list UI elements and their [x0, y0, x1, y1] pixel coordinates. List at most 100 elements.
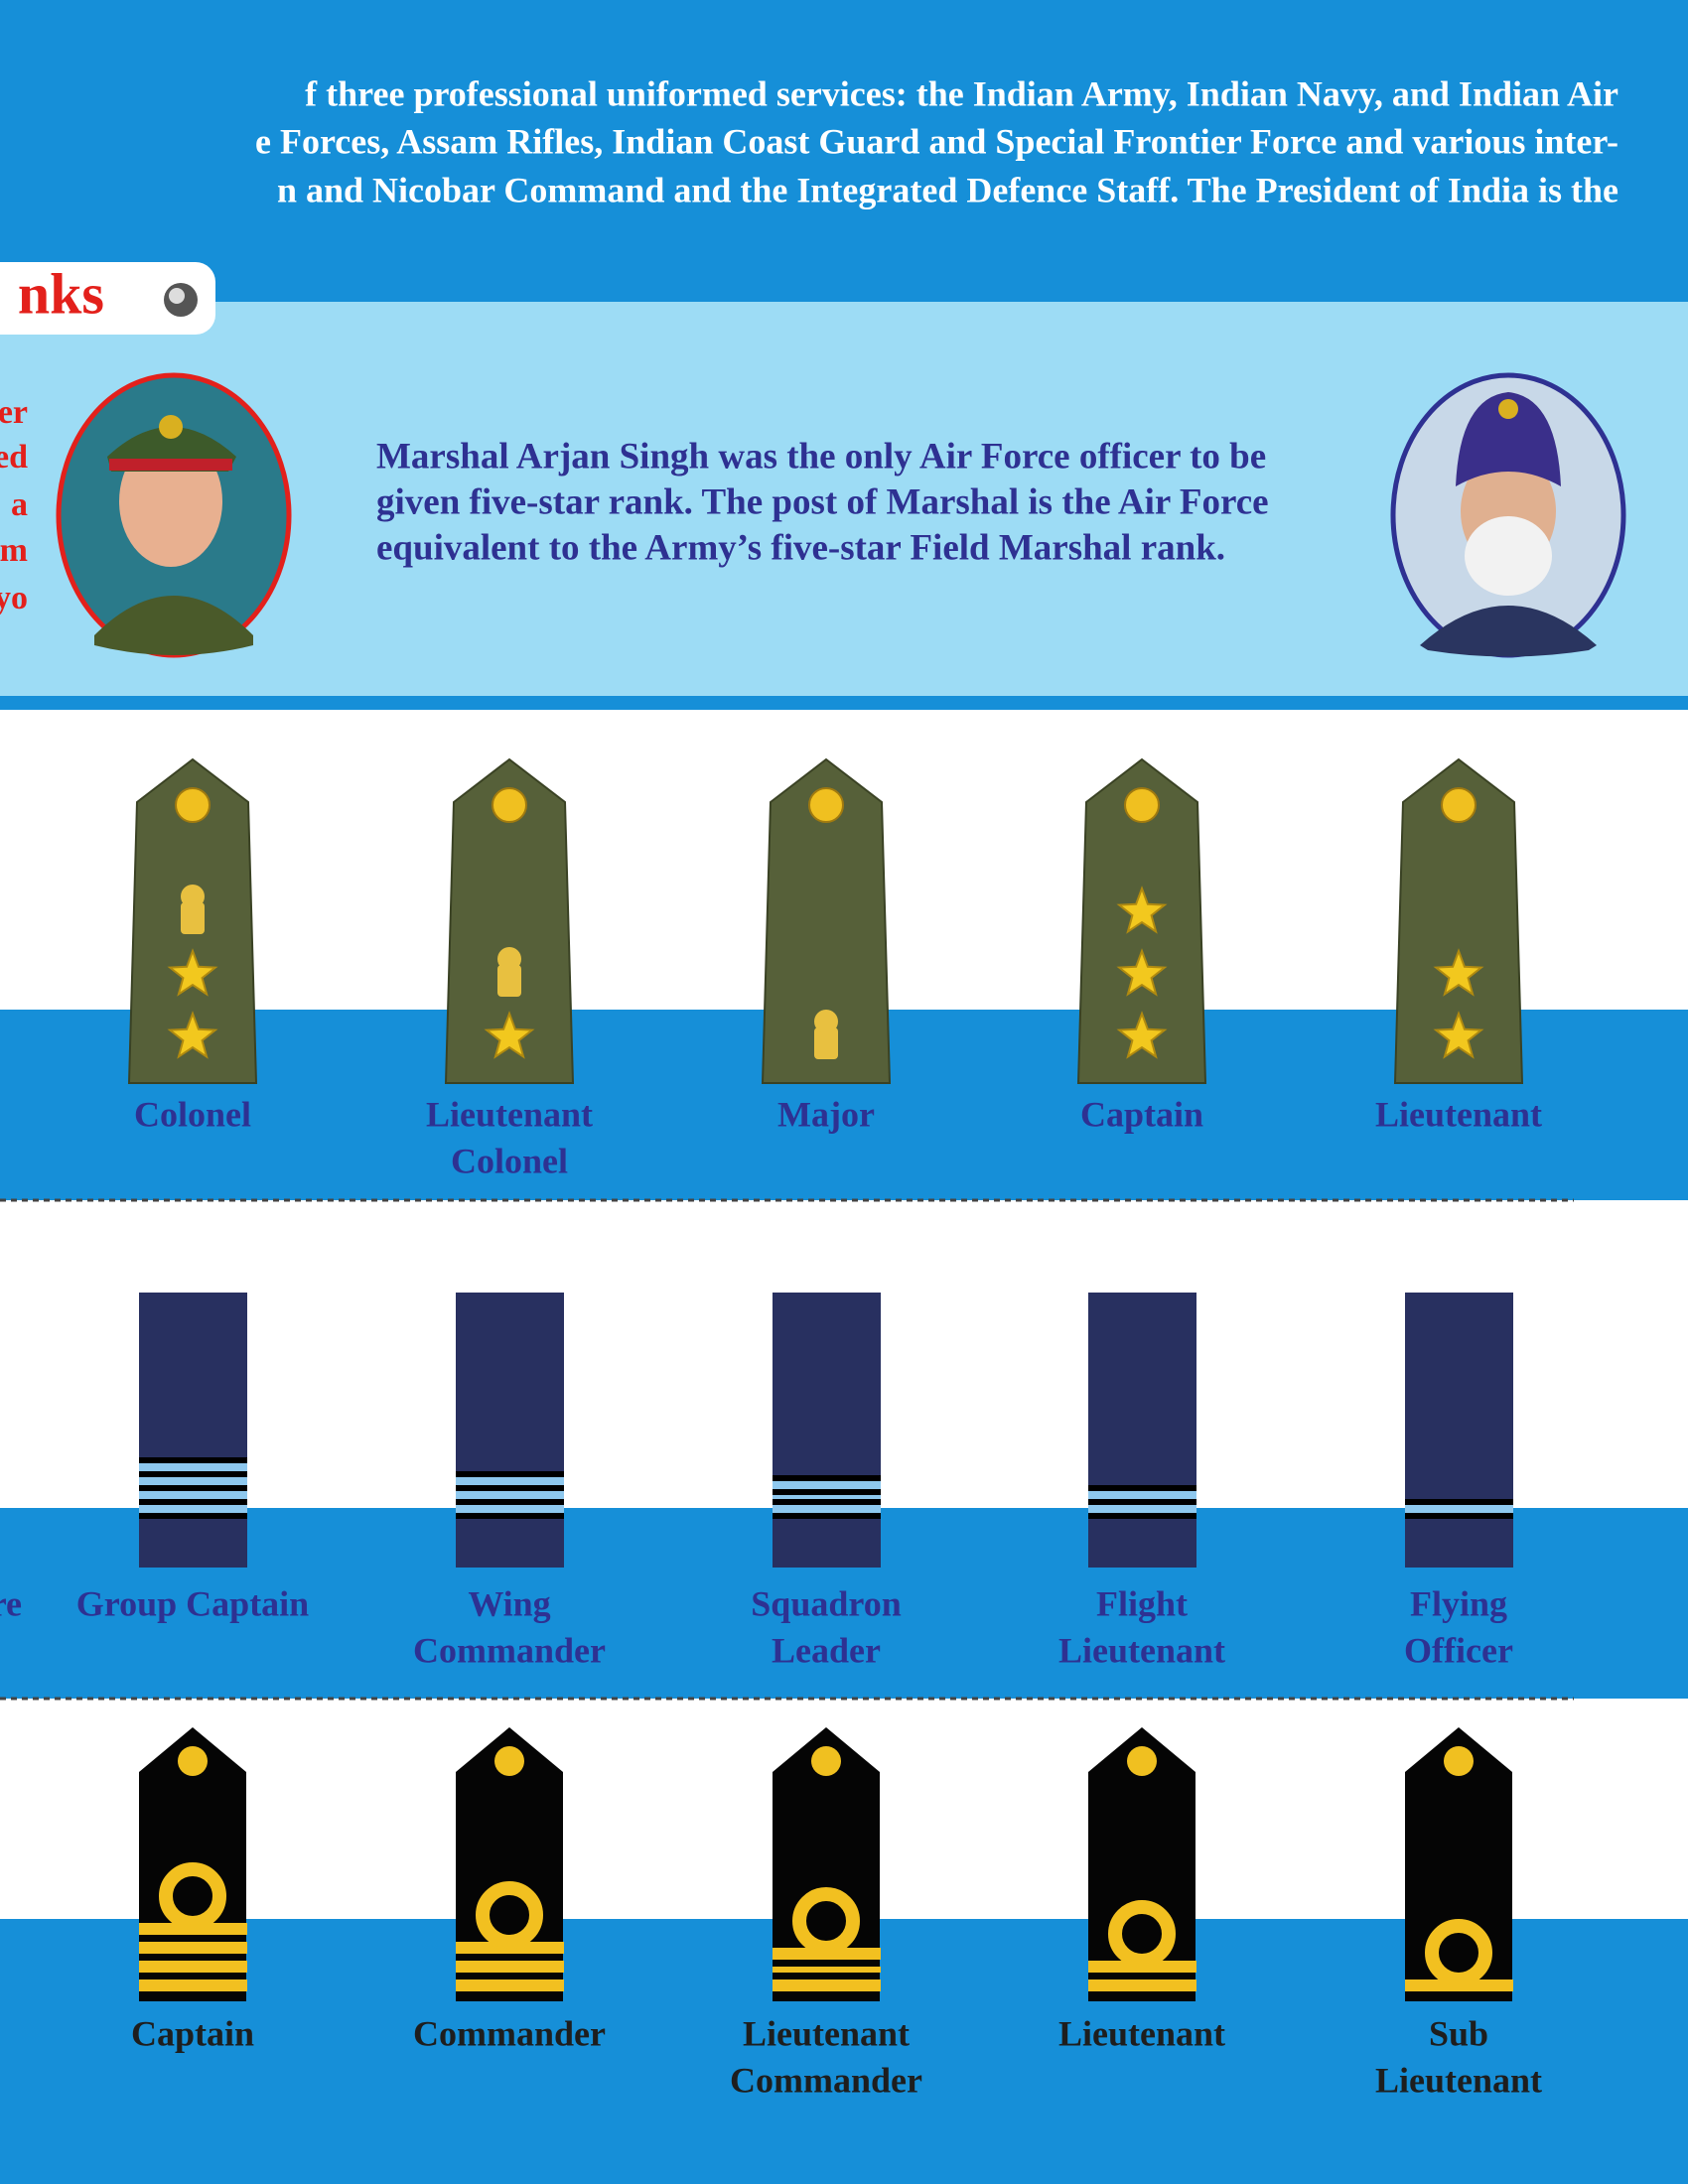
rank-label: Lieutenant — [1375, 2060, 1542, 2100]
gold-loop — [792, 1887, 860, 1955]
rank-label: Lieutenant — [743, 2013, 910, 2053]
stripe-dark — [456, 1499, 564, 1505]
rank-label: Commander — [730, 2060, 922, 2100]
marshal-note: equivalent to the Army’s five-star Field… — [376, 527, 1225, 568]
header-band — [0, 0, 1688, 302]
note-fragment: a — [11, 486, 28, 523]
star — [1116, 948, 1168, 997]
rank-label: Lieutenant — [1375, 1094, 1542, 1134]
gold-loop — [159, 1862, 226, 1930]
gold-stripe — [456, 1979, 564, 1991]
stripe-dark — [139, 1513, 247, 1519]
note-fragment: yo — [0, 580, 28, 616]
star — [1116, 886, 1168, 934]
stripe-light — [773, 1495, 881, 1499]
stripe-light — [139, 1463, 247, 1471]
button — [1124, 787, 1160, 823]
rank-label: Wing — [468, 1583, 550, 1623]
gold-loop — [1425, 1919, 1492, 1986]
button — [811, 1746, 841, 1776]
rank-label: Leader — [772, 1630, 881, 1670]
emblem — [181, 902, 205, 934]
rank-label: Captain — [1080, 1094, 1203, 1134]
stripe-dark — [139, 1471, 247, 1477]
emblem — [181, 885, 205, 908]
gold-stripe — [773, 1979, 881, 1991]
rank-label: Sub — [1429, 2013, 1488, 2053]
rank-label: Lieutenant — [1058, 1630, 1225, 1670]
stripe-dark — [456, 1513, 564, 1519]
button — [175, 787, 211, 823]
button — [492, 787, 527, 823]
stripe-light — [139, 1477, 247, 1485]
gold-stripe — [773, 1967, 881, 1973]
rank-label: Colonel — [451, 1141, 568, 1180]
stripe-light — [1405, 1505, 1513, 1513]
button — [1444, 1746, 1474, 1776]
rank-label: Major — [777, 1094, 875, 1134]
gold-loop — [1108, 1900, 1176, 1968]
header-line: f three professional uniformed services:… — [305, 73, 1618, 113]
stripe-dark — [773, 1499, 881, 1505]
gold-stripe — [139, 1961, 247, 1973]
emblem — [814, 1027, 838, 1059]
stripe-light — [773, 1505, 881, 1513]
rank-label: Flying — [1410, 1583, 1507, 1623]
gold-stripe — [456, 1961, 564, 1973]
stripe-dark — [139, 1499, 247, 1505]
gold-stripe — [1088, 1979, 1196, 1991]
stripe-dark — [1088, 1485, 1196, 1491]
stripe-dark — [773, 1489, 881, 1495]
rank-label: Officer — [1404, 1630, 1513, 1670]
gold-stripe — [139, 1942, 247, 1954]
button — [1441, 787, 1477, 823]
rank-label: Colonel — [134, 1094, 251, 1134]
button — [1127, 1746, 1157, 1776]
stripe-dark — [139, 1485, 247, 1491]
star — [1116, 1011, 1168, 1059]
emblem — [814, 1010, 838, 1033]
army-epaulette — [1393, 757, 1524, 1084]
star — [167, 948, 218, 997]
section-title: nks — [18, 261, 104, 326]
header-line: e Forces, Assam Rifles, Indian Coast Gua… — [255, 121, 1618, 161]
stripe-dark — [1405, 1499, 1513, 1505]
air-epaulette — [456, 1293, 564, 1568]
stripe-light — [1088, 1491, 1196, 1499]
rank-label: Flight — [1096, 1583, 1188, 1623]
star — [167, 1011, 218, 1059]
tab-dot-shine — [169, 288, 185, 304]
emblem — [497, 965, 521, 997]
stripe-dark — [1405, 1513, 1513, 1519]
stripe — [0, 696, 1688, 710]
stripe-dark — [1088, 1513, 1196, 1519]
stripe-dark — [456, 1471, 564, 1477]
stripe-dark — [773, 1513, 881, 1519]
stripe-dark — [139, 1457, 247, 1463]
button — [494, 1746, 524, 1776]
stripe-light — [773, 1481, 881, 1489]
rank-label: Group Captain — [76, 1583, 309, 1623]
air-epaulette — [139, 1293, 247, 1568]
star — [1433, 948, 1484, 997]
stripe-light — [139, 1505, 247, 1513]
army-epaulette — [444, 757, 575, 1084]
header-line: n and Nicobar Command and the Integrated… — [277, 170, 1618, 209]
army-portrait — [56, 372, 292, 658]
stripe-light — [139, 1491, 247, 1499]
stripe-light — [456, 1491, 564, 1499]
rank-label: Lieutenant — [1058, 2013, 1225, 2053]
button — [808, 787, 844, 823]
marshal-note: Marshal Arjan Singh was the only Air For… — [376, 436, 1266, 477]
rank-label: Squadron — [751, 1583, 901, 1623]
army-epaulette — [761, 757, 892, 1084]
emblem — [497, 947, 521, 971]
note-fragment: ed — [0, 439, 28, 476]
note-fragment: er — [0, 394, 28, 431]
air-epaulette — [1088, 1293, 1196, 1568]
stripe-light — [456, 1505, 564, 1513]
rank-label: Lieutenant — [426, 1094, 593, 1134]
stripe-light — [456, 1477, 564, 1485]
